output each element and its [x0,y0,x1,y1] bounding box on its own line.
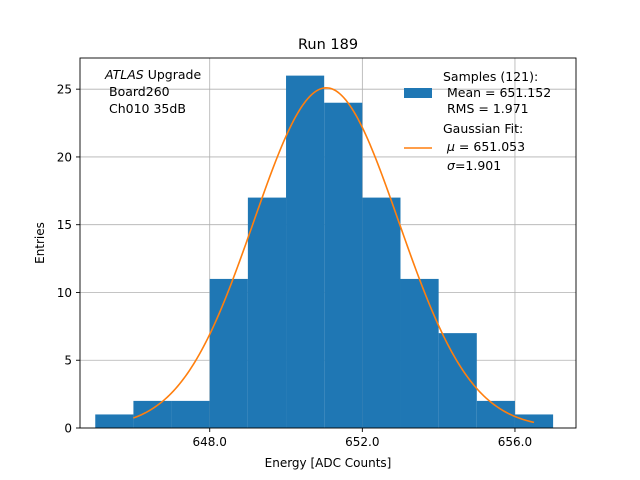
histogram-bar [514,414,554,428]
histogram-bar [400,278,439,428]
legend-hist-swatch [404,88,432,98]
gaussian-fit-curve [133,87,535,424]
chart-title: Run 189 [298,37,358,53]
legend-sigma-symbol: σ [447,158,456,173]
legend-mu-value: = 651.053 [455,139,525,154]
histogram-bar [362,197,401,428]
x-axis-label: Energy [ADC Counts] [265,456,392,470]
histogram-bar [171,400,210,428]
legend-hist-mean: Mean = 651.152 [447,85,551,100]
legend-sigma-value: =1.901 [455,158,501,173]
histogram-bar [95,414,134,428]
legend-fit-mu: μ = 651.053 [446,139,525,154]
x-tick-label: 656.0 [498,435,532,449]
y-tick-label: 20 [57,150,72,164]
histogram-bar [133,400,172,428]
legend-hist-title: Samples (121): [443,69,538,84]
y-tick-label: 0 [64,422,72,436]
y-axis-ticks: 0 5 10 15 20 25 [57,83,80,436]
legend: Samples (121): Mean = 651.152 RMS = 1.97… [404,69,551,173]
histogram-bar [286,75,325,428]
histogram-bar [209,278,248,428]
channel-label: Ch010 35dB [109,101,186,116]
y-tick-label: 5 [64,354,72,368]
histogram-bars [95,75,554,428]
board-label: Board260 [109,84,170,99]
x-tick-label: 648.0 [193,435,227,449]
histogram-bar [247,197,287,428]
legend-fit-title: Gaussian Fit: [443,121,523,136]
y-tick-label: 10 [57,286,72,300]
upgrade-label: Upgrade [144,67,202,82]
legend-mu-symbol: μ [446,139,455,154]
atlas-label: ATLAS [104,67,144,82]
y-axis-label: Entries [33,222,47,264]
y-tick-label: 15 [57,218,72,232]
x-axis-ticks: 648.0 652.0 656.0 [193,428,532,449]
legend-fit-sigma: σ=1.901 [447,158,501,173]
y-tick-label: 25 [57,83,72,97]
x-tick-label: 652.0 [345,435,379,449]
plot-frame [79,57,577,429]
histogram-bar [324,102,363,428]
atlas-annotation: ATLAS Upgrade [104,67,201,82]
legend-hist-rms: RMS = 1.971 [447,101,529,116]
